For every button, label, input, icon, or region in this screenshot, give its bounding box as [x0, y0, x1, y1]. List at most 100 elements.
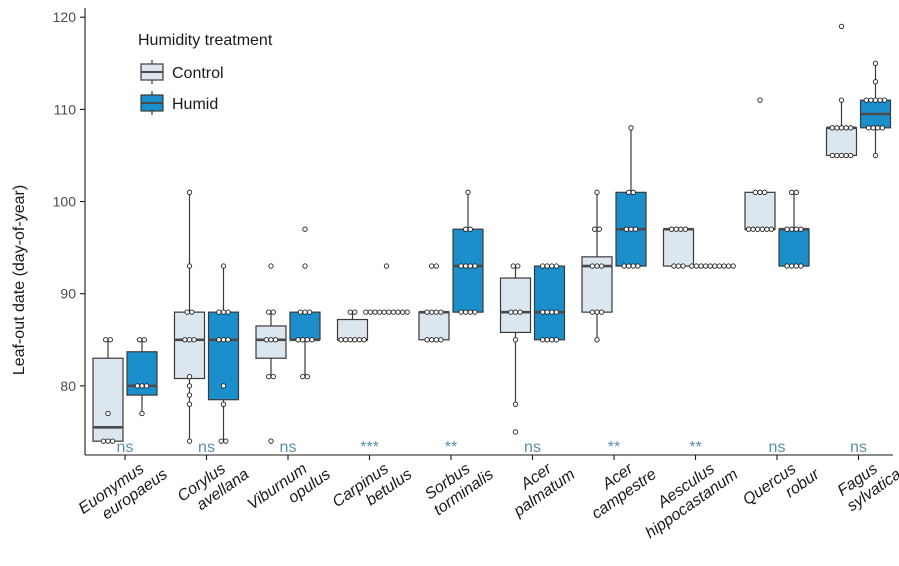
humid-point	[467, 309, 473, 315]
control-point	[510, 263, 516, 269]
control-box	[336, 318, 369, 341]
control-point	[678, 226, 684, 232]
humid-point	[143, 383, 150, 389]
control-point	[191, 337, 197, 343]
humid-point	[225, 337, 231, 343]
humid-point	[134, 383, 141, 389]
category-fagus-sylvatica: ns	[825, 23, 892, 456]
control-point	[755, 226, 761, 232]
control-point	[598, 263, 605, 269]
humid-point	[630, 263, 636, 269]
humid-point	[472, 263, 478, 269]
control-point	[433, 309, 439, 315]
significance-label: ns	[769, 439, 786, 456]
humid-point	[544, 309, 550, 315]
control-point	[433, 337, 439, 343]
humid-point	[798, 226, 804, 232]
y-tick-label: 100	[53, 194, 77, 210]
control-point	[838, 152, 845, 159]
humid-point	[635, 263, 641, 269]
control-point	[338, 337, 344, 343]
control-point	[512, 429, 519, 435]
control-group	[92, 337, 124, 444]
control-point	[186, 401, 193, 407]
humid-point	[789, 263, 795, 269]
control-group	[336, 309, 369, 343]
y-tick-label: 110	[54, 101, 77, 117]
humid-group	[778, 189, 810, 269]
humid-point	[404, 309, 410, 315]
humid-point	[628, 125, 634, 131]
control-point	[515, 263, 521, 269]
control-point	[270, 309, 276, 315]
humid-point	[632, 226, 639, 232]
control-point	[834, 152, 840, 159]
humid-group	[126, 337, 158, 417]
y-axis-title: Leaf-out date (day-of-year)	[11, 185, 28, 375]
humid-point	[463, 226, 469, 232]
humid-point	[882, 97, 888, 103]
control-point	[352, 337, 358, 343]
control-box	[418, 311, 450, 341]
humid-point	[549, 263, 555, 269]
control-point	[848, 125, 854, 131]
humid-point	[784, 226, 790, 232]
humid-point	[304, 337, 310, 343]
control-group	[255, 263, 287, 444]
control-point	[759, 226, 765, 232]
humid-point	[458, 263, 464, 269]
control-box	[173, 311, 206, 380]
legend-title: Humidity treatment	[138, 32, 273, 49]
control-point	[757, 97, 763, 103]
humid-point	[872, 97, 879, 103]
control-point	[512, 309, 519, 315]
control-point	[768, 226, 775, 232]
humid-point	[793, 189, 799, 195]
control-point	[105, 438, 111, 444]
humid-point	[875, 125, 881, 131]
control-point	[829, 125, 835, 131]
humid-point	[220, 337, 227, 343]
humid-point	[472, 309, 478, 315]
humid-point	[725, 263, 732, 269]
humid-box	[289, 311, 321, 341]
humid-point	[223, 438, 229, 444]
control-point	[680, 263, 686, 269]
significance-label: ns	[280, 439, 297, 456]
control-point	[189, 309, 195, 315]
humid-point	[793, 263, 799, 269]
control-point	[512, 337, 519, 343]
humid-point	[304, 374, 310, 380]
control-point	[829, 152, 835, 159]
humid-point	[716, 263, 723, 269]
humid-point	[463, 263, 469, 269]
humid-point	[872, 79, 879, 85]
control-point	[186, 392, 193, 398]
control-point	[268, 337, 274, 343]
control-point	[429, 337, 435, 343]
humid-point	[623, 226, 630, 232]
control-point	[757, 189, 763, 195]
humid-point	[467, 263, 473, 269]
humid-point	[220, 309, 227, 315]
humid-point	[621, 263, 627, 269]
control-box	[744, 191, 776, 230]
control-point	[347, 337, 353, 343]
control-point	[675, 263, 682, 269]
control-point	[361, 337, 367, 343]
category-aesculus-hippocastanum: **	[662, 226, 736, 456]
control-point	[347, 309, 353, 315]
humid-point	[539, 337, 546, 343]
humid-point	[372, 309, 378, 315]
control-point	[100, 438, 107, 444]
humid-point	[220, 383, 227, 389]
humid-point	[300, 374, 306, 380]
control-point	[429, 263, 435, 269]
humid-point	[367, 309, 374, 315]
